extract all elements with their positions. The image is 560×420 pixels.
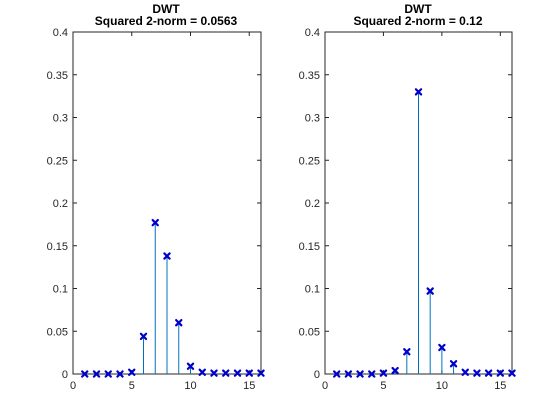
chart-right-stem-marker — [332, 370, 341, 378]
chart-left-ytick-label: 0.4 — [53, 27, 68, 39]
chart-right-ytick-label: 0.4 — [305, 27, 320, 39]
chart-left-stem-marker — [245, 369, 253, 377]
chart-right-stem-marker — [379, 369, 388, 377]
chart-right-stem-marker — [414, 88, 423, 96]
chart-left-title: DWT — [152, 2, 180, 16]
chart-right-stem-marker — [449, 360, 458, 368]
chart-right-stem-marker — [391, 366, 399, 375]
chart-left-subtitle: Squared 2-norm = 0.0563 — [95, 14, 238, 28]
chart-left-stem-marker — [128, 368, 136, 376]
chart-right-stem-marker — [368, 370, 376, 378]
chart-right-xtick-label: 5 — [380, 380, 386, 392]
chart-right-ytick-label: 0.05 — [299, 326, 320, 338]
chart-left-stem-marker — [81, 370, 89, 378]
chart-right-stem-marker — [403, 348, 411, 356]
chart-right-stem-marker — [496, 369, 505, 377]
chart-left-stem-marker — [163, 252, 171, 260]
chart-left-ytick-label: 0.1 — [53, 284, 68, 296]
chart-left-plot-area: 0 5 10 15 0 0.05 0.1 0.15 0.2 0.25 0.3 0.35 0.4 — [47, 27, 265, 392]
chart-left-stem-marker — [233, 369, 242, 377]
chart-left-ytick-label: 0.3 — [53, 113, 68, 125]
chart-right-stem-marker — [438, 343, 446, 352]
chart-left-xtick-label: 0 — [70, 380, 76, 392]
chart-left-xtick-label: 5 — [129, 380, 135, 392]
chart-left-stem-marker — [210, 369, 218, 377]
chart-left-ytick-label: 0.25 — [47, 155, 68, 167]
chart-left: DWT Squared 2-norm = 0.0563 0 5 10 1500.050… — [47, 2, 265, 392]
chart-right-ytick-label: 0 — [314, 369, 320, 381]
chart-right: DWT Squared 2-norm = 0.12 0 5 10 15 0 0.05 0.1… — [299, 2, 516, 392]
chart-left-ytick-label: 0 — [62, 369, 68, 381]
chart-left-ytick-label: 0.05 — [47, 326, 68, 338]
chart-right-stem-marker — [508, 369, 516, 377]
chart-left-stem-marker — [257, 369, 265, 377]
chart-right-ytick-label: 0.2 — [305, 198, 320, 210]
chart-right-stem-marker — [344, 370, 353, 378]
chart-left-stem-marker — [151, 218, 159, 227]
chart-right-stem-marker — [484, 369, 493, 377]
chart-right-stem-marker — [426, 287, 434, 295]
chart-left-xtick-label: 10 — [184, 380, 196, 392]
chart-right-ytick-label: 0.1 — [305, 284, 320, 296]
chart-right-ytick-label: 0.3 — [305, 113, 320, 125]
chart-left-stem-marker — [186, 362, 195, 371]
chart-left-ytick-label: 0.2 — [53, 198, 68, 210]
chart-left-xtick-label: 15 — [243, 380, 255, 392]
chart-right-title: DWT — [404, 2, 432, 16]
chart-right-xtick-label: 15 — [494, 380, 506, 392]
chart-right-stem-marker — [356, 370, 364, 378]
chart-left-stem-marker — [222, 369, 230, 377]
chart-left-stem-marker — [175, 319, 183, 327]
chart-right-plot-area: 0 5 10 15 0 0.05 0.1 0.15 0.2 0.25 0.3 0.35 0.4 — [299, 27, 516, 392]
chart-left-stem-marker — [198, 368, 206, 376]
chart-right-subtitle: Squared 2-norm = 0.12 — [353, 14, 482, 28]
chart-right-xtick-label: 10 — [436, 380, 448, 392]
chart-right-ytick-label: 0.35 — [299, 70, 320, 82]
chart-right-ytick-label: 0.15 — [299, 241, 320, 253]
chart-left-stem-marker — [92, 370, 101, 378]
chart-right-stem-marker — [461, 368, 469, 376]
chart-left-stem-marker — [116, 370, 124, 378]
chart-right-xtick-label: 0 — [322, 380, 328, 392]
chart-left-stem-marker — [139, 332, 148, 341]
chart-right-ytick-label: 0.25 — [299, 155, 320, 167]
chart-right-stem-marker — [473, 369, 481, 377]
chart-left-ytick-label: 0.15 — [47, 241, 68, 253]
chart-left-ytick-label: 0.35 — [47, 70, 68, 82]
chart-left-stem-marker — [104, 370, 112, 378]
